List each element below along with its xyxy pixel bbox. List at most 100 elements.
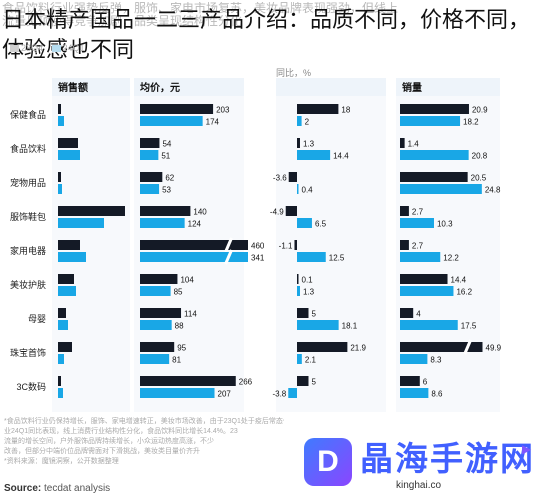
sales-bar bbox=[58, 240, 80, 250]
value-bar bbox=[400, 206, 409, 216]
panel-header: 销量 bbox=[402, 81, 422, 94]
category-label: 宠物用品 bbox=[10, 177, 46, 188]
value-bar bbox=[400, 252, 441, 262]
sales-bar bbox=[58, 172, 61, 182]
data-label: 104 bbox=[180, 276, 194, 285]
value-bar bbox=[140, 104, 214, 114]
data-label: 88 bbox=[175, 322, 184, 331]
value-bar bbox=[288, 388, 297, 398]
data-label: 2.7 bbox=[412, 242, 424, 251]
panel-header-band bbox=[396, 78, 500, 96]
value-bar bbox=[297, 342, 348, 352]
faded-header: 食品饮料行业强势反弹，服饰、家电市场复苏，美妆品牌表现强劲，但线上 流量见顶使得… bbox=[2, 2, 548, 28]
value-bar bbox=[297, 104, 339, 114]
data-label: 21.9 bbox=[350, 344, 366, 353]
value-bar bbox=[294, 240, 297, 250]
data-label: 2 bbox=[305, 118, 310, 127]
data-label: 54 bbox=[162, 140, 171, 149]
sales-bar bbox=[58, 184, 62, 194]
value-bar bbox=[297, 354, 302, 364]
value-bar bbox=[400, 150, 469, 160]
source-prefix: Source: bbox=[4, 483, 42, 494]
value-bar bbox=[140, 240, 248, 250]
data-label: -1.1 bbox=[279, 242, 293, 251]
value-bar bbox=[297, 138, 300, 148]
value-bar bbox=[297, 252, 326, 262]
legend-swatch-24q1 bbox=[51, 45, 61, 53]
sales-bar bbox=[58, 116, 64, 126]
sales-bar bbox=[58, 218, 104, 228]
data-label: 62 bbox=[165, 174, 174, 183]
footnote-line5: *资料来源：魔镜洞察，公开数据整理 bbox=[4, 458, 119, 465]
data-label: -4.9 bbox=[270, 208, 284, 217]
data-label: 16.2 bbox=[456, 288, 472, 297]
data-label: 341 bbox=[251, 254, 265, 263]
legend-swatch-23q4 bbox=[10, 45, 19, 53]
source-name: tecdat analysis bbox=[44, 483, 111, 494]
sales-bar bbox=[58, 274, 74, 284]
data-label: 6.5 bbox=[315, 220, 327, 229]
faded-header-line2: 流量见顶使得竞争加剧，品类呈现结构性分化 bbox=[2, 14, 243, 28]
category-label: 3C数码 bbox=[16, 381, 46, 392]
watermark-url: kinghai.co bbox=[396, 480, 442, 491]
value-bar bbox=[140, 184, 160, 194]
legend: 23Q4 24Q1 bbox=[4, 43, 85, 53]
value-bar bbox=[140, 252, 248, 262]
data-label: 18.2 bbox=[463, 118, 479, 127]
value-bar bbox=[297, 218, 312, 228]
category-label: 美妆护肤 bbox=[10, 279, 46, 290]
value-bar bbox=[297, 308, 309, 318]
value-bar bbox=[297, 150, 331, 160]
sales-bar bbox=[58, 206, 125, 216]
axis-break bbox=[224, 237, 233, 253]
axis-break bbox=[224, 249, 233, 265]
value-bar bbox=[400, 320, 458, 330]
footnote-line3: 流量的增长空间，户外服饰品牌持续增长，小众运动热度高涨，不少 bbox=[4, 438, 214, 445]
watermark-name: 晶海手游网 bbox=[360, 439, 535, 478]
category-label: 珠宝首饰 bbox=[10, 347, 46, 358]
legend-label-24q1: 24Q1 bbox=[62, 43, 85, 53]
data-label: 20.5 bbox=[471, 174, 487, 183]
category-label: 服饰鞋包 bbox=[10, 211, 46, 222]
value-bar bbox=[140, 320, 172, 330]
value-bar bbox=[140, 274, 178, 284]
value-bar bbox=[297, 320, 339, 330]
value-bar bbox=[140, 172, 163, 182]
data-label: 140 bbox=[193, 208, 207, 217]
legend-label-23q4: 23Q4 bbox=[21, 43, 44, 53]
sales-bar bbox=[58, 138, 78, 148]
sales-bar bbox=[58, 286, 76, 296]
sales-bar bbox=[58, 342, 72, 352]
page-title: 日本精产国品一二三产品介绍：品质不同，价格不同，体验感也不同 bbox=[2, 8, 531, 63]
footnote: *食品饮料行业仍保持增长，服饰、家电增速转正，美妆市场改善，由于23Q1处于疫后… bbox=[4, 417, 284, 467]
data-label: 1.3 bbox=[303, 288, 315, 297]
data-label: 14.4 bbox=[333, 152, 349, 161]
sales-bar bbox=[58, 150, 80, 160]
value-bar bbox=[400, 388, 429, 398]
value-bar bbox=[400, 308, 414, 318]
category-label: 家用电器 bbox=[10, 245, 46, 256]
data-label: 53 bbox=[162, 186, 171, 195]
yoy-caption: 同比，% bbox=[276, 68, 312, 78]
value-bar bbox=[140, 342, 175, 352]
value-bar bbox=[297, 274, 299, 284]
data-label: 18.1 bbox=[342, 322, 358, 331]
sales-bar bbox=[58, 388, 63, 398]
data-label: 460 bbox=[251, 242, 265, 251]
data-label: 2.7 bbox=[412, 208, 424, 217]
data-label: 81 bbox=[172, 356, 181, 365]
category-label: 母婴 bbox=[28, 314, 46, 324]
panel-header: 销售额 bbox=[58, 81, 88, 94]
value-bar bbox=[400, 354, 428, 364]
sales-bar bbox=[58, 104, 61, 114]
value-bar bbox=[297, 286, 300, 296]
data-label: 203 bbox=[216, 106, 230, 115]
value-bar bbox=[297, 116, 302, 126]
panel-background bbox=[276, 96, 386, 412]
sales-bar bbox=[58, 320, 68, 330]
watermark: D 晶海手游网 ▶ kinghai.co bbox=[296, 428, 548, 496]
value-bar bbox=[400, 274, 448, 284]
data-label: 20.9 bbox=[472, 106, 488, 115]
value-bar bbox=[140, 116, 203, 126]
